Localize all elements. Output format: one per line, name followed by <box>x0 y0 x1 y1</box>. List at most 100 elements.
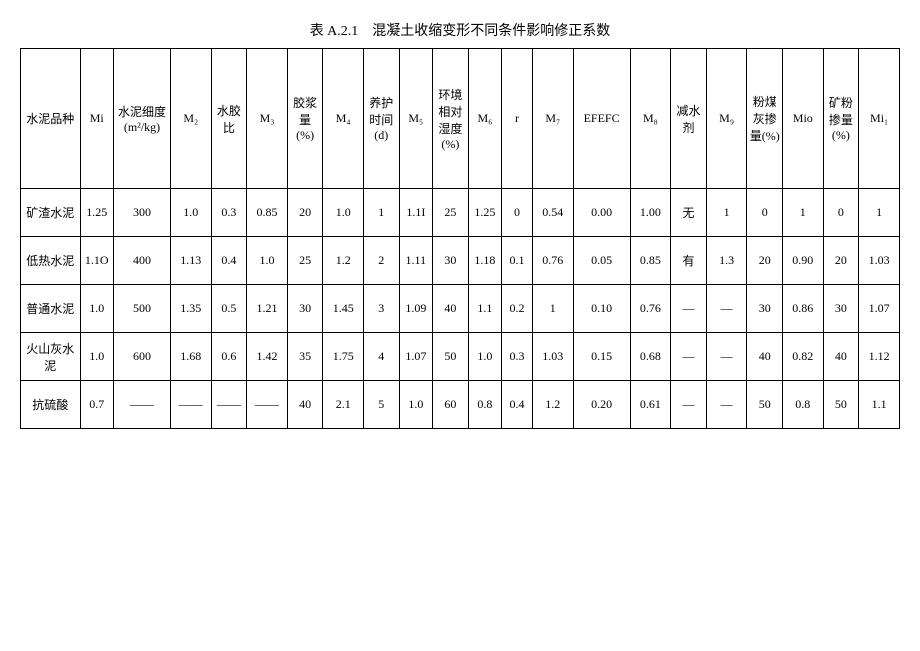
table-cell: 0.90 <box>783 237 823 285</box>
table-cell: —— <box>113 381 170 429</box>
header-mi1: Mi₁ <box>859 49 900 189</box>
table-cell: 0.20 <box>573 381 630 429</box>
table-cell: 0.68 <box>630 333 670 381</box>
table-cell: 0.61 <box>630 381 670 429</box>
header-r: r <box>502 49 533 189</box>
table-body: 矿渣水泥1.253001.00.30.85201.011.1I251.2500.… <box>21 189 900 429</box>
table-header-row: 水泥品种 Mi 水泥细度 (m²/kg) M₂ 水胶比 M₃ 胶浆量 (%) M… <box>21 49 900 189</box>
table-cell: 30 <box>747 285 783 333</box>
table-cell: 0.3 <box>502 333 533 381</box>
table-row: 普通水泥1.05001.350.51.21301.4531.09401.10.2… <box>21 285 900 333</box>
table-cell: 矿渣水泥 <box>21 189 81 237</box>
table-row: 矿渣水泥1.253001.00.30.85201.011.1I251.2500.… <box>21 189 900 237</box>
table-cell: — <box>706 381 746 429</box>
table-cell: 35 <box>287 333 323 381</box>
table-cell: 0.3 <box>211 189 247 237</box>
table-cell: 4 <box>363 333 399 381</box>
table-cell: 普通水泥 <box>21 285 81 333</box>
table-cell: 3 <box>363 285 399 333</box>
table-cell: 1.0 <box>80 333 113 381</box>
table-cell: —— <box>247 381 287 429</box>
table-cell: 低热水泥 <box>21 237 81 285</box>
header-water-binder: 水胶比 <box>211 49 247 189</box>
table-cell: 0 <box>747 189 783 237</box>
header-m9: M₉ <box>706 49 746 189</box>
table-cell: 500 <box>113 285 170 333</box>
table-cell: 1 <box>363 189 399 237</box>
table-cell: 0.54 <box>533 189 573 237</box>
table-cell: 1.1 <box>468 285 501 333</box>
table-cell: 0.1 <box>502 237 533 285</box>
table-cell: 1.3 <box>706 237 746 285</box>
header-mio: Mio <box>783 49 823 189</box>
header-efefc: EFEFC <box>573 49 630 189</box>
table-cell: 600 <box>113 333 170 381</box>
table-cell: 30 <box>823 285 859 333</box>
table-cell: 1.1I <box>399 189 432 237</box>
table-cell: 0.76 <box>533 237 573 285</box>
table-cell: — <box>671 285 707 333</box>
table-cell: 1.00 <box>630 189 670 237</box>
header-m4: M₄ <box>323 49 363 189</box>
table-cell: 5 <box>363 381 399 429</box>
table-cell: 抗硫酸 <box>21 381 81 429</box>
table-cell: 0.5 <box>211 285 247 333</box>
table-cell: 0.4 <box>211 237 247 285</box>
table-cell: 300 <box>113 189 170 237</box>
table-cell: 1.0 <box>171 189 211 237</box>
header-cement-type: 水泥品种 <box>21 49 81 189</box>
table-cell: 400 <box>113 237 170 285</box>
table-cell: — <box>706 285 746 333</box>
table-cell: 0 <box>502 189 533 237</box>
table-cell: — <box>706 333 746 381</box>
table-cell: 25 <box>433 189 469 237</box>
table-cell: 0.05 <box>573 237 630 285</box>
table-cell: 1.68 <box>171 333 211 381</box>
table-cell: 60 <box>433 381 469 429</box>
table-cell: 0.00 <box>573 189 630 237</box>
table-cell: 1.11 <box>399 237 432 285</box>
table-cell: 0.76 <box>630 285 670 333</box>
table-row: 火山灰水泥1.06001.680.61.42351.7541.07501.00.… <box>21 333 900 381</box>
table-cell: —— <box>211 381 247 429</box>
table-cell: 1.42 <box>247 333 287 381</box>
header-humidity: 环境相对湿度 (%) <box>433 49 469 189</box>
table-cell: 40 <box>823 333 859 381</box>
table-cell: —— <box>171 381 211 429</box>
table-cell: 1.0 <box>80 285 113 333</box>
table-row: 抗硫酸0.7————————402.151.0600.80.41.20.200.… <box>21 381 900 429</box>
table-cell: 1.25 <box>468 189 501 237</box>
table-cell: 无 <box>671 189 707 237</box>
table-cell: 1.12 <box>859 333 900 381</box>
table-title: 表 A.2.1 混凝土收缩变形不同条件影响修正系数 <box>20 20 900 40</box>
table-cell: 1.75 <box>323 333 363 381</box>
table-cell: 40 <box>287 381 323 429</box>
table-cell: 40 <box>433 285 469 333</box>
table-cell: 1.1 <box>859 381 900 429</box>
table-cell: 1.0 <box>247 237 287 285</box>
table-cell: 25 <box>287 237 323 285</box>
table-cell: 1.09 <box>399 285 432 333</box>
table-cell: 0.8 <box>468 381 501 429</box>
header-slag: 矿粉掺量 (%) <box>823 49 859 189</box>
table-cell: 20 <box>823 237 859 285</box>
table-cell: 50 <box>823 381 859 429</box>
table-cell: 1.25 <box>80 189 113 237</box>
table-cell: 0.85 <box>630 237 670 285</box>
table-row: 低热水泥1.1O4001.130.41.0251.221.11301.180.1… <box>21 237 900 285</box>
table-cell: 0.85 <box>247 189 287 237</box>
table-cell: 0.82 <box>783 333 823 381</box>
table-cell: 火山灰水泥 <box>21 333 81 381</box>
table-cell: 1.21 <box>247 285 287 333</box>
table-cell: 0.10 <box>573 285 630 333</box>
table-cell: 0.15 <box>573 333 630 381</box>
table-cell: 1 <box>783 189 823 237</box>
header-curing: 养护时间 (d) <box>363 49 399 189</box>
table-cell: 30 <box>433 237 469 285</box>
table-cell: 1 <box>706 189 746 237</box>
header-reducer: 减水剂 <box>671 49 707 189</box>
table-cell: 0 <box>823 189 859 237</box>
header-mi: Mi <box>80 49 113 189</box>
table-cell: 0.7 <box>80 381 113 429</box>
table-cell: — <box>671 381 707 429</box>
